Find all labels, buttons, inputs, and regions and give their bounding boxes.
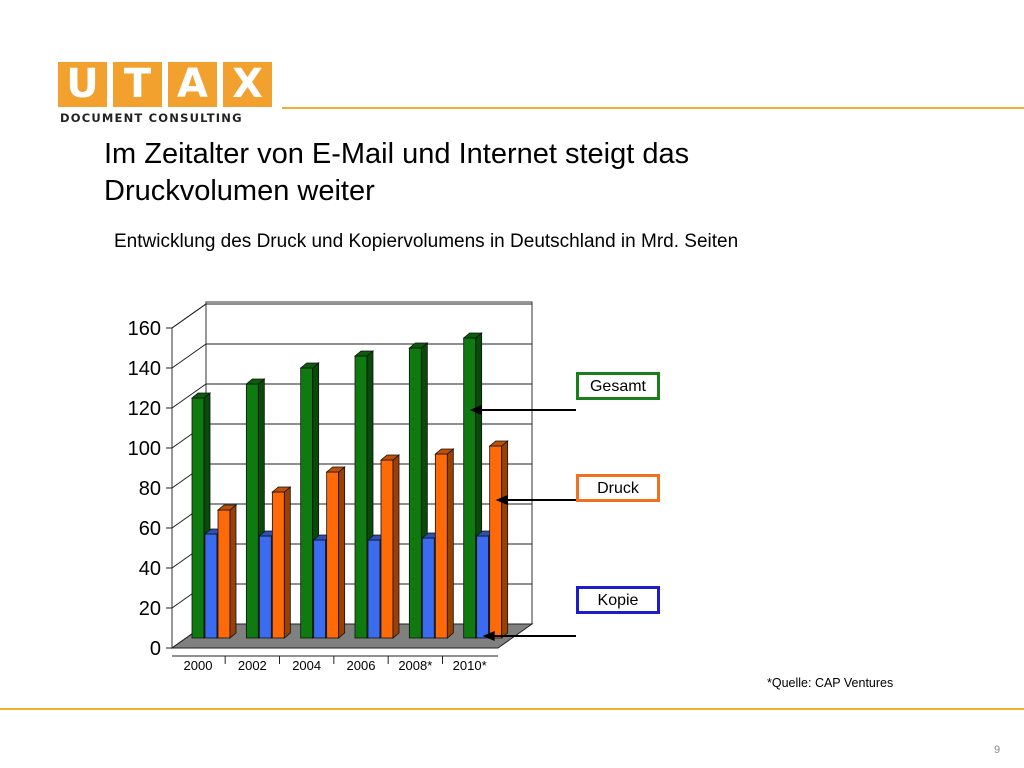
bar-chart: 0 20 40 60 80 100 120 140 160 2000 2002 2004 2006 200… (128, 301, 576, 673)
logo-letter: A (168, 62, 217, 107)
legend-druck: Druck (576, 474, 660, 502)
x-tick-label: 2002 (238, 658, 267, 673)
bar-gesamt-top (408, 342, 429, 349)
source-note: *Quelle: CAP Ventures (767, 676, 894, 690)
page-number: 9 (994, 744, 1001, 756)
x-tick-label: 2010* (453, 658, 487, 673)
bar-druck-side (446, 448, 454, 639)
bar-gesamt (191, 397, 205, 639)
y-tick-label: 40 (139, 558, 161, 580)
bar-kopie (258, 535, 272, 639)
x-tick-label: 2000 (184, 658, 213, 673)
bar-druck (380, 459, 394, 639)
x-tick-label: 2008* (398, 658, 432, 673)
bar-druck-side (283, 486, 291, 639)
y-tick-label: 140 (128, 358, 161, 380)
bar-kopie (421, 537, 435, 639)
bar-druck-top (271, 486, 292, 493)
bar-druck-top (488, 440, 509, 447)
utax-logo: U T A X DOCUMENT CONSULTING (58, 62, 274, 125)
y-tick-label: 0 (150, 638, 161, 660)
bar-druck-side (501, 440, 509, 639)
bar-druck (434, 453, 448, 639)
bar-gesamt (354, 355, 368, 639)
slide-title: Im Zeitalter von E-Mail und Internet ste… (104, 138, 690, 207)
bar-gesamt-top (190, 392, 212, 399)
logo-letter: X (223, 62, 272, 107)
footer-rule (0, 708, 1024, 710)
y-tick-label: 100 (128, 438, 161, 460)
y-tick-label: 20 (139, 598, 161, 620)
gridline (171, 303, 532, 329)
legend-gesamt: Gesamt (576, 372, 660, 400)
bar-druck-side (338, 466, 346, 639)
bar-kopie (367, 539, 381, 639)
header-rule (282, 107, 1024, 109)
logo-letter: U (58, 62, 107, 107)
bar-druck-side (392, 454, 400, 639)
bar-druck (271, 491, 285, 639)
bar-gesamt-top (245, 378, 266, 385)
bar-gesamt-top (462, 332, 483, 339)
logo-letter: T (113, 62, 162, 107)
x-tick-label: 2006 (347, 658, 376, 673)
bar-gesamt (408, 347, 422, 639)
bar-gesamt (245, 383, 259, 639)
logo-tagline: DOCUMENT CONSULTING (60, 111, 243, 125)
bar-druck (326, 471, 340, 639)
y-tick-label: 160 (128, 318, 161, 340)
legend-arrowhead (469, 405, 482, 415)
y-tick-label: 120 (128, 398, 161, 420)
bar-gesamt (463, 337, 477, 639)
x-tick-label: 2004 (292, 658, 321, 673)
bar-druck (217, 509, 231, 639)
bar-gesamt-top (299, 362, 320, 369)
y-tick-label: 60 (139, 518, 161, 540)
bar-druck-side (229, 504, 237, 639)
chart-subtitle: Entwicklung des Druck und Kopiervolumens… (114, 231, 739, 252)
legend-arrowhead (482, 631, 495, 641)
bar-druck-top (325, 466, 346, 473)
y-tick-label: 80 (139, 478, 161, 500)
bar-kopie (204, 533, 218, 639)
bar-gesamt (300, 367, 314, 639)
bar-kopie (313, 539, 327, 639)
legend-arrowhead (495, 495, 508, 505)
bar-druck-top (434, 448, 455, 455)
bar-druck-top (216, 504, 238, 511)
bar-druck-top (379, 454, 401, 461)
bar-druck (489, 445, 503, 639)
bar-gesamt-top (353, 350, 375, 357)
legend-kopie: Kopie (576, 586, 660, 614)
bar-kopie (476, 535, 490, 639)
